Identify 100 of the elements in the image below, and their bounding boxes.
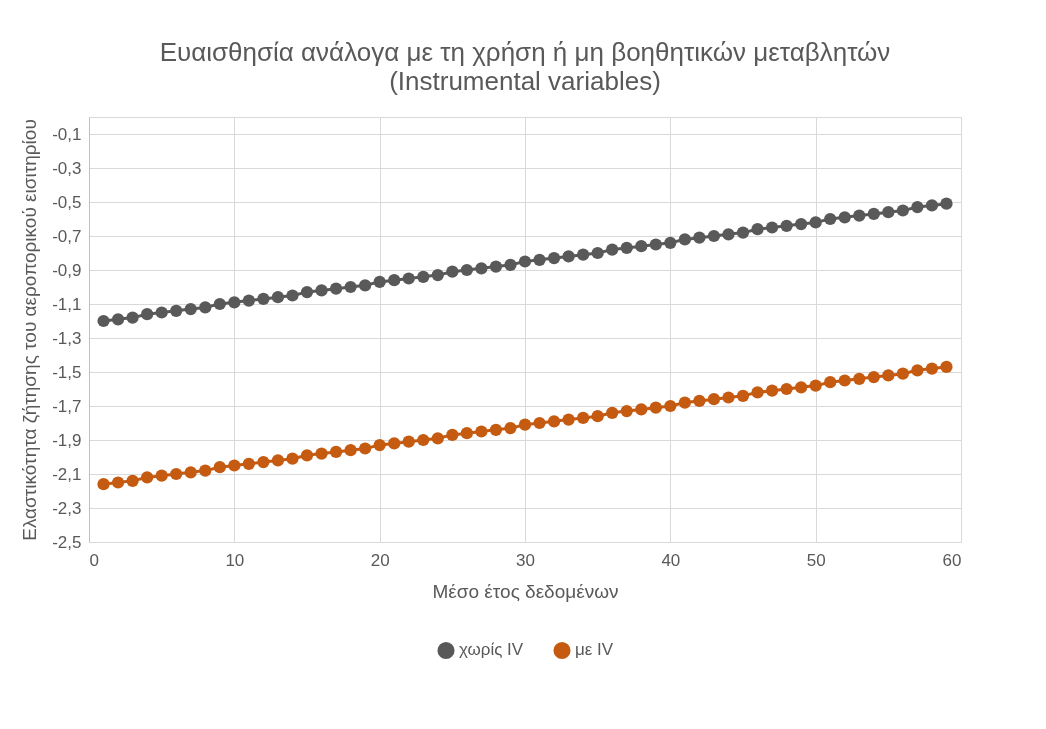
point [475, 262, 488, 275]
point [242, 294, 255, 307]
point [344, 444, 357, 457]
point [882, 369, 895, 382]
point [155, 306, 168, 319]
point [678, 396, 691, 409]
point [722, 391, 735, 404]
x-tick-label: 50 [806, 550, 826, 570]
point [649, 238, 662, 251]
point [242, 457, 255, 470]
point [199, 464, 212, 477]
point [518, 418, 532, 431]
point [489, 423, 503, 436]
point [722, 228, 735, 241]
point [765, 384, 779, 397]
point [184, 466, 197, 479]
y-tick-label: -1,5 [52, 362, 82, 382]
point [97, 478, 110, 491]
point [824, 212, 837, 226]
x-tick-label: 60 [942, 550, 962, 570]
point [518, 255, 532, 268]
point [736, 226, 750, 239]
point [853, 372, 866, 385]
y-tick-label: -0,5 [52, 192, 82, 212]
legend-label: με IV [575, 640, 614, 660]
point [780, 219, 793, 232]
point [635, 403, 648, 416]
point [591, 410, 604, 423]
y-tick-label: -1,1 [52, 294, 82, 314]
point [693, 394, 706, 408]
point [547, 251, 561, 265]
point [402, 272, 415, 285]
point [649, 401, 662, 414]
point [765, 221, 779, 234]
x-tick-label: 10 [225, 550, 245, 570]
point [838, 211, 851, 224]
point [126, 311, 139, 324]
y-tick-label: -1,3 [52, 328, 82, 348]
point [271, 291, 285, 304]
point [635, 240, 648, 253]
point [664, 236, 677, 249]
point [431, 268, 444, 282]
point [359, 279, 372, 292]
point [707, 393, 721, 406]
point [911, 364, 924, 377]
point [925, 199, 939, 212]
point [170, 467, 183, 481]
point [213, 461, 226, 474]
point [620, 241, 633, 255]
point [388, 274, 401, 287]
point [925, 362, 939, 375]
point [591, 246, 604, 260]
point [431, 432, 444, 445]
point [344, 280, 357, 294]
point [402, 435, 415, 448]
y-tick-label: -0,7 [52, 226, 82, 246]
point [97, 314, 110, 328]
point [111, 313, 125, 326]
point [882, 206, 895, 219]
point [271, 454, 285, 467]
point [606, 406, 619, 419]
point [460, 263, 473, 277]
point [417, 433, 430, 447]
point [489, 260, 503, 273]
x-tick-label: 20 [370, 550, 390, 570]
point [184, 302, 197, 316]
point [300, 285, 314, 299]
point [257, 292, 270, 306]
point [562, 250, 575, 263]
y-tick-label: -0,3 [52, 158, 82, 178]
point [707, 229, 721, 243]
point [795, 381, 808, 394]
point [896, 367, 909, 380]
y-tick-label: -2,5 [52, 532, 82, 552]
point [606, 243, 619, 256]
point [693, 231, 706, 244]
point [315, 284, 328, 297]
point [141, 471, 154, 484]
point [141, 308, 154, 321]
point [547, 415, 561, 428]
y-tick-label: -1,7 [52, 396, 82, 416]
point [199, 301, 212, 314]
point [111, 476, 125, 489]
point [300, 449, 314, 462]
point [388, 437, 401, 450]
point [678, 233, 691, 246]
point [170, 304, 183, 317]
point [533, 253, 546, 266]
y-axis-title: Ελαστικότητα ζήτησης του αεροπορικού εισιτηρίου [19, 119, 41, 541]
x-axis-title: Μέσο έτος δεδομένων [432, 580, 619, 602]
point [315, 447, 328, 460]
chart-title: Ευαισθησία ανάλογα με τη χρήση ή μη βοηθητικών μεταβλητών [159, 37, 891, 67]
point [867, 207, 880, 221]
point [257, 455, 270, 469]
point [940, 360, 953, 374]
y-tick-label: -1,9 [52, 430, 82, 450]
point [838, 374, 851, 387]
point [417, 270, 430, 283]
chart-subtitle: (Instrumental variables) [389, 66, 661, 96]
point [533, 416, 546, 430]
